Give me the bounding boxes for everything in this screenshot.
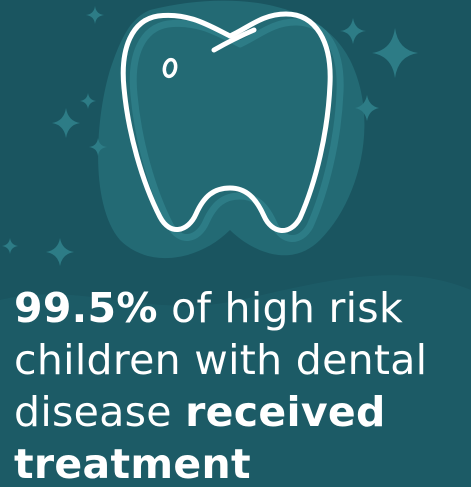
sparkle-icon	[355, 95, 379, 121]
sparkle-icon	[86, 6, 104, 24]
sparkle-icon	[80, 93, 96, 109]
stat-line-3-start: disease	[14, 388, 186, 436]
stat-line-1: 99.5% of high risk	[14, 282, 471, 334]
sparkle-icon	[2, 238, 18, 254]
stat-line-1-rest: of high risk	[157, 284, 404, 332]
stat-value: 99.5%	[14, 284, 158, 332]
stat-received: received	[185, 388, 386, 436]
sparkle-icon	[89, 138, 107, 156]
stat-line-2: children with dental	[14, 336, 428, 384]
sparkle-icon	[340, 18, 366, 44]
stat-line-3: disease received	[14, 386, 471, 438]
stat-line-4: treatment	[14, 438, 471, 487]
sparkle-icon	[372, 28, 418, 78]
stat-treatment: treatment	[14, 440, 251, 487]
tooth-icon	[120, 11, 344, 242]
stat-statement: 99.5% of high risk children with dental …	[14, 282, 471, 487]
background-wave	[0, 275, 471, 487]
sparkle-icon	[52, 108, 80, 138]
sparkle-icon	[46, 238, 74, 266]
